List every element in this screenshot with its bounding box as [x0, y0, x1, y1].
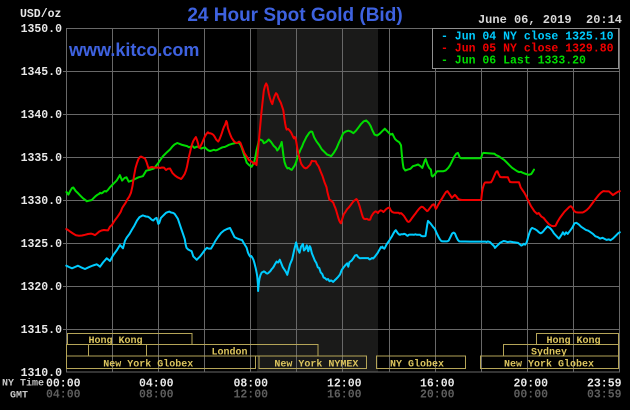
svg-text:04:00: 04:00: [46, 389, 81, 402]
svg-text:New York Globex: New York Globex: [504, 359, 594, 371]
svg-text:www.kitco.com: www.kitco.com: [68, 40, 199, 60]
svg-text:12:00: 12:00: [327, 378, 362, 391]
svg-text:Sydney: Sydney: [531, 347, 567, 359]
svg-text:1340.0: 1340.0: [21, 109, 63, 122]
svg-text:12:00: 12:00: [234, 389, 269, 402]
svg-text:1315.0: 1315.0: [21, 324, 63, 337]
svg-text:20:00: 20:00: [420, 389, 455, 402]
svg-text:04:00: 04:00: [139, 378, 174, 391]
svg-text:1350.0: 1350.0: [21, 23, 63, 36]
svg-text:23:59: 23:59: [587, 378, 622, 391]
svg-text:- Jun 04 NY close 1325.10: - Jun 04 NY close 1325.10: [441, 31, 614, 44]
svg-text:1320.0: 1320.0: [21, 281, 63, 294]
svg-text:20:00: 20:00: [514, 378, 549, 391]
svg-text:NY Globex: NY Globex: [390, 359, 444, 371]
svg-text:00:00: 00:00: [514, 389, 549, 402]
svg-text:24 Hour Spot Gold (Bid): 24 Hour Spot Gold (Bid): [187, 5, 402, 26]
svg-text:Hong Kong: Hong Kong: [89, 336, 143, 347]
svg-text:1310.0: 1310.0: [21, 367, 63, 380]
svg-text:USD/oz: USD/oz: [20, 8, 62, 21]
svg-text:New York Globex: New York Globex: [103, 359, 193, 371]
svg-text:GMT: GMT: [10, 391, 28, 402]
svg-text:- Jun 05 NY close 1329.80: - Jun 05 NY close 1329.80: [441, 43, 614, 56]
svg-text:- Jun 06 Last 1333.20: - Jun 06 Last 1333.20: [441, 55, 586, 68]
svg-text:1330.0: 1330.0: [21, 195, 63, 208]
svg-text:London: London: [212, 347, 248, 359]
svg-text:03:59: 03:59: [587, 389, 622, 402]
svg-text:1325.0: 1325.0: [21, 238, 63, 251]
svg-text:08:00: 08:00: [139, 389, 174, 402]
svg-text:Hong Kong: Hong Kong: [547, 336, 601, 347]
svg-text:NY Time: NY Time: [2, 378, 44, 390]
svg-text:June 06, 2019 20:14: June 06, 2019 20:14: [478, 13, 622, 27]
svg-text:16:00: 16:00: [327, 389, 362, 402]
svg-text:08:00: 08:00: [234, 378, 269, 391]
svg-text:1345.0: 1345.0: [21, 66, 63, 79]
svg-text:New York NYMEX: New York NYMEX: [274, 359, 358, 371]
svg-text:1335.0: 1335.0: [21, 152, 63, 165]
svg-text:16:00: 16:00: [420, 378, 455, 391]
svg-text:00:00: 00:00: [46, 378, 81, 391]
